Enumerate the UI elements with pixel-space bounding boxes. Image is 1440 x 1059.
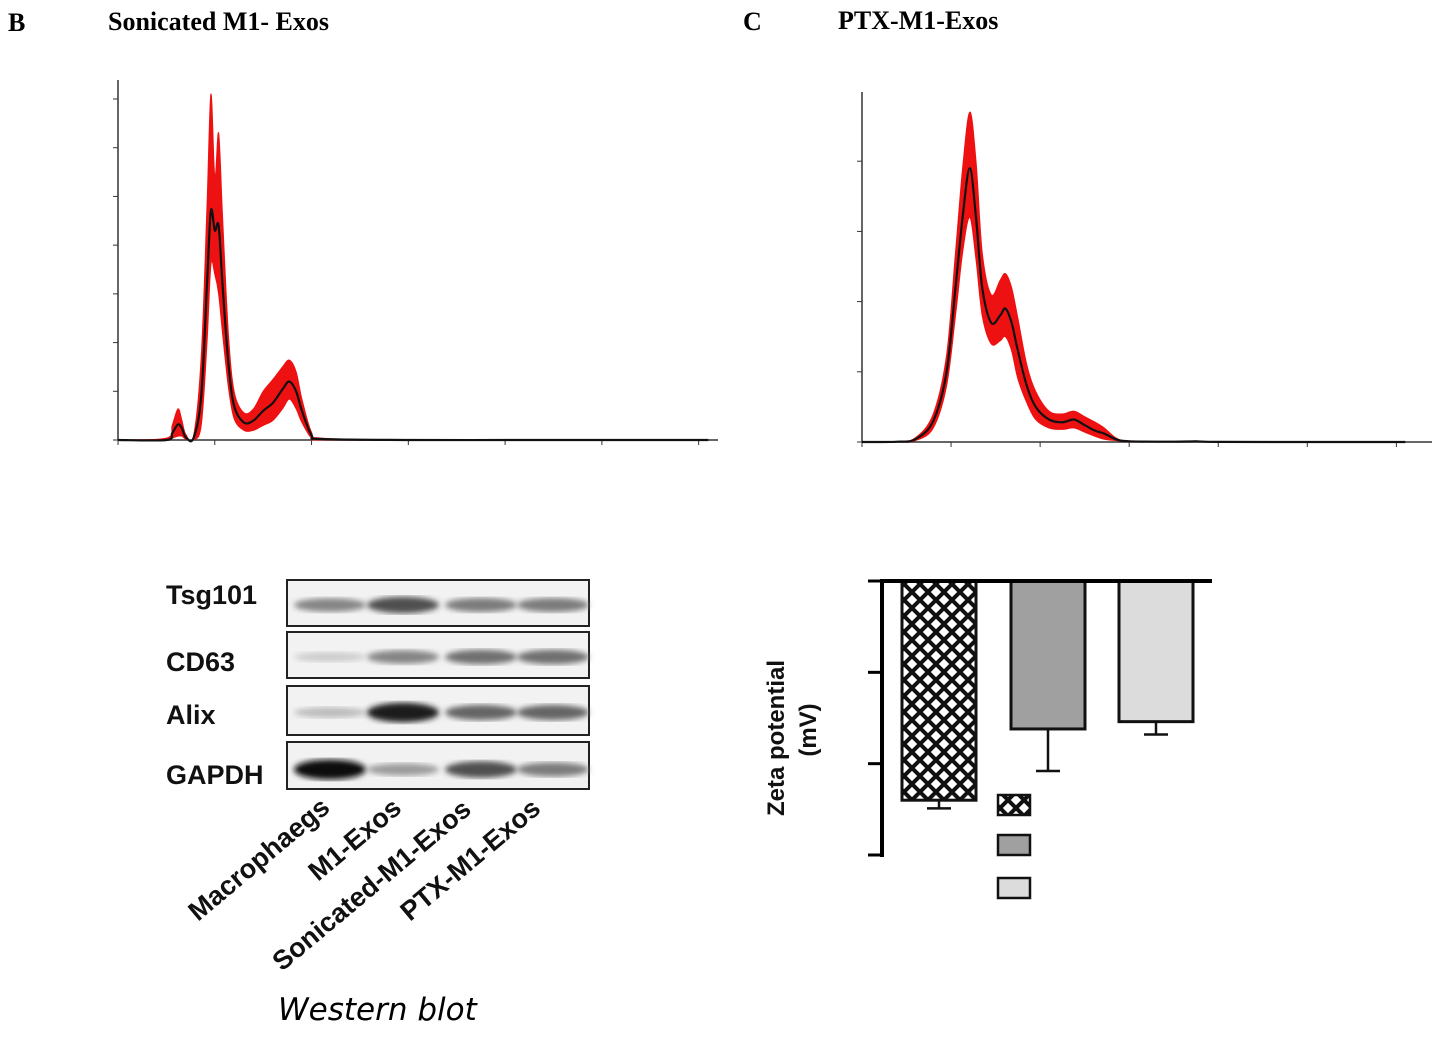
mean-line bbox=[117, 208, 709, 443]
blot-band bbox=[445, 761, 517, 778]
blot-label-cd63: CD63 bbox=[166, 647, 235, 677]
blot-band bbox=[517, 598, 589, 612]
blot-band bbox=[367, 596, 439, 614]
panel-c-title: PTX-M1-Exos bbox=[838, 6, 998, 35]
blot-band bbox=[294, 652, 366, 662]
legend-swatch bbox=[996, 833, 1032, 857]
zeta-bar bbox=[1117, 579, 1195, 724]
nta-chart-c bbox=[857, 92, 1432, 447]
blot-band bbox=[517, 704, 589, 721]
zeta-bar-chart: Zeta potential (mV) bbox=[763, 579, 1212, 900]
panel-b-title: Sonicated M1- Exos bbox=[108, 7, 329, 36]
blot-caption: Western blot bbox=[278, 992, 479, 1028]
blot-label-gapdh: GAPDH bbox=[166, 760, 264, 790]
blot-band bbox=[367, 702, 439, 723]
zeta-y-title-line1: Zeta potential bbox=[763, 660, 790, 816]
blot-band bbox=[294, 598, 366, 612]
blot-band bbox=[367, 650, 439, 664]
blot-band bbox=[367, 763, 439, 776]
zeta-y-title-line2: (mV) bbox=[795, 703, 822, 756]
panel-b-letter: B bbox=[8, 8, 25, 37]
blot-label-tsg101: Tsg101 bbox=[166, 580, 257, 610]
blot-band bbox=[445, 649, 517, 665]
blot-band bbox=[445, 704, 517, 721]
legend-swatch bbox=[996, 876, 1032, 900]
blot-band bbox=[517, 762, 589, 777]
mean-line bbox=[861, 167, 1406, 444]
panel-c-letter: C bbox=[743, 7, 762, 36]
zeta-bar bbox=[900, 579, 978, 802]
blot-label-alix: Alix bbox=[166, 700, 216, 730]
blot-band bbox=[294, 707, 366, 718]
blot-band bbox=[517, 649, 589, 665]
western-blot: Tsg101 CD63 Alix GAPDH Macrophaegs M1-Ex… bbox=[166, 579, 590, 1028]
legend-swatch bbox=[996, 793, 1032, 817]
nta-chart-b bbox=[113, 80, 718, 445]
blot-band bbox=[294, 759, 366, 780]
zeta-bar bbox=[1009, 579, 1087, 731]
blot-band bbox=[445, 598, 517, 612]
confidence-band bbox=[117, 93, 709, 443]
